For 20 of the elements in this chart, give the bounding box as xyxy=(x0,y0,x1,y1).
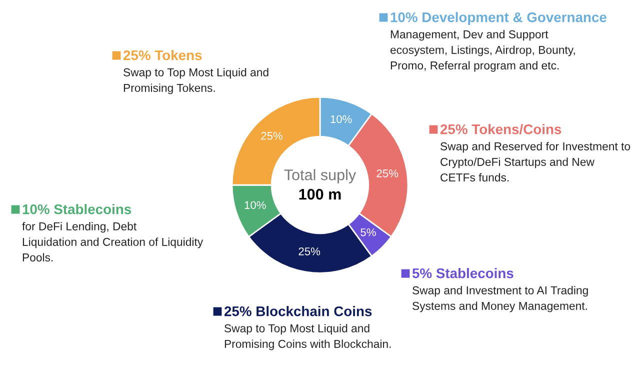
legend-label: 5% Stablecoins xyxy=(412,268,514,278)
legend-label: 10% Development & Governance xyxy=(390,12,606,25)
legend-label: 25% Tokens/Coins xyxy=(440,124,562,134)
legend-label: 10% Stablecoins xyxy=(22,204,132,214)
text: Swap to Top Most Liquid and Promising Tokens. xyxy=(124,68,268,94)
data-label: 25% xyxy=(298,247,320,256)
legend-label: 25% Blockchain Coins xyxy=(224,306,372,316)
data-label: 25% xyxy=(261,132,282,140)
text: Swap and Investment to AI Trading Systems and Money Management. xyxy=(412,286,588,312)
text: Management, Dev and Support ecosystem, Listings, Airdrop, Bounty, Promo, Referral program and etc. xyxy=(390,30,575,72)
text: Total suply xyxy=(284,169,356,184)
text: Swap to Top Most Liquid and Promising Coins with Blockchain. xyxy=(224,324,391,350)
text: Swap and Reserved for Investment to Crypto/DeFi Startups and New CETFs funds. xyxy=(440,142,630,182)
text: 100 m xyxy=(299,188,341,200)
data-label: 5% xyxy=(360,228,376,236)
legend-label: 25% Tokens xyxy=(123,50,202,60)
data-label: 10% xyxy=(244,201,266,210)
data-label: 25% xyxy=(376,169,398,178)
data-label: 10% xyxy=(330,115,352,124)
text: for DeFi Lending, Debt Liquidation and Creation of Liquidity Pools. xyxy=(22,222,204,262)
